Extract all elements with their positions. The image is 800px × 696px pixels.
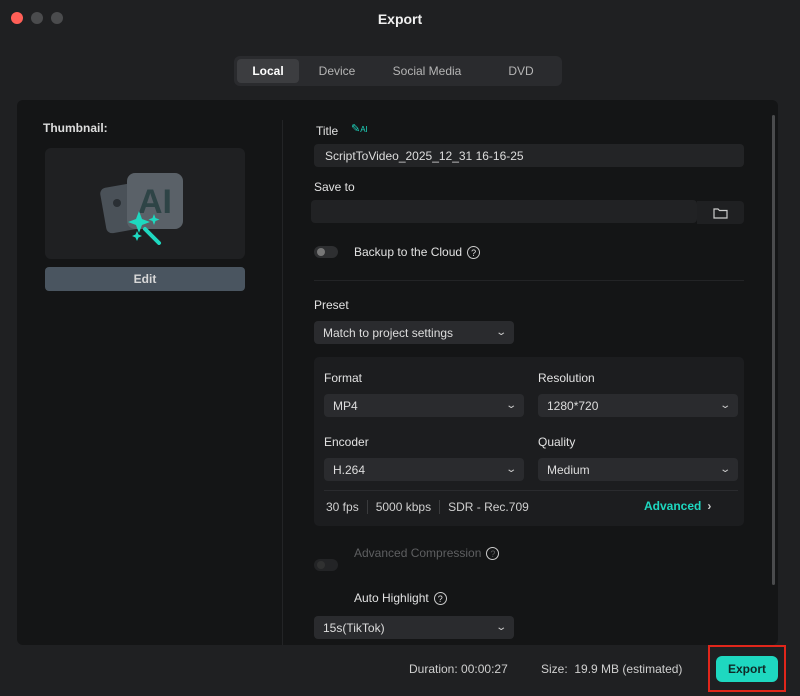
chevron-down-icon: ⌄ bbox=[494, 622, 507, 633]
resolution-value: 1280*720 bbox=[547, 398, 599, 413]
divider bbox=[314, 280, 744, 281]
chevron-down-icon: ⌄ bbox=[504, 400, 517, 411]
format-label: Format bbox=[324, 371, 363, 385]
size-note: (estimated) bbox=[622, 662, 683, 676]
encoder-value: H.264 bbox=[333, 462, 366, 477]
export-summary: 30 fps 5000 kbps SDR - Rec.709 bbox=[326, 500, 529, 514]
zoom-window-button[interactable] bbox=[51, 12, 63, 24]
help-icon[interactable]: ? bbox=[486, 547, 500, 561]
format-settings-box: Format MP4 ⌄ Resolution 1280*720 ⌄ Encoder… bbox=[314, 357, 744, 526]
window-title: Export bbox=[377, 11, 423, 27]
export-button[interactable]: Export bbox=[716, 656, 778, 682]
chevron-down-icon: ⌄ bbox=[718, 400, 731, 411]
preset-value: Match to project settings bbox=[323, 325, 454, 340]
encoder-label: Encoder bbox=[324, 435, 369, 449]
chevron-right-icon: › bbox=[707, 499, 712, 513]
duration-label: Duration: bbox=[409, 662, 458, 676]
size-info: Size: 19.9 MB (estimated) bbox=[541, 662, 682, 676]
encoder-dropdown[interactable]: H.264 ⌄ bbox=[324, 458, 524, 481]
minimize-window-button[interactable] bbox=[31, 12, 43, 24]
ai-title-button[interactable]: ✎AI bbox=[351, 122, 368, 135]
chevron-down-icon: ⌄ bbox=[494, 327, 507, 338]
size-value: 19.9 MB bbox=[574, 662, 620, 676]
thumbnail-label: Thumbnail: bbox=[43, 121, 108, 135]
export-settings-panel: Thumbnail: AI Edit Title ✎AI ScriptToVid… bbox=[17, 100, 778, 645]
help-icon[interactable]: ? bbox=[467, 246, 481, 260]
chevron-down-icon: ⌄ bbox=[718, 464, 731, 475]
preset-dropdown[interactable]: Match to project settings ⌄ bbox=[314, 321, 514, 344]
title-label: Title bbox=[316, 124, 339, 138]
export-tabs: Local Device Social Media DVD bbox=[234, 56, 562, 86]
tab-device[interactable]: Device bbox=[318, 64, 356, 78]
edit-thumbnail-button[interactable]: Edit bbox=[45, 267, 245, 291]
tab-local[interactable]: Local bbox=[237, 59, 299, 83]
backup-cloud-label: Backup to the Cloud bbox=[354, 245, 463, 259]
thumbnail-preview[interactable]: AI bbox=[45, 148, 245, 259]
chevron-down-icon: ⌄ bbox=[504, 464, 517, 475]
format-dropdown[interactable]: MP4 ⌄ bbox=[324, 394, 524, 417]
size-label: Size: bbox=[541, 662, 568, 676]
scrollbar[interactable] bbox=[772, 115, 775, 585]
duration-value: 00:00:27 bbox=[461, 662, 508, 676]
quality-dropdown[interactable]: Medium ⌄ bbox=[538, 458, 738, 481]
advanced-compression-row: Advanced Compression? bbox=[354, 546, 500, 561]
svg-text:AI: AI bbox=[138, 183, 172, 221]
highlight-box bbox=[708, 645, 786, 692]
fps-value: 30 fps bbox=[326, 500, 368, 514]
divider bbox=[324, 490, 738, 491]
advanced-compression-label: Advanced Compression bbox=[354, 546, 482, 560]
advanced-compression-toggle[interactable] bbox=[314, 559, 338, 571]
color-space-value: SDR - Rec.709 bbox=[448, 500, 529, 514]
close-window-button[interactable] bbox=[11, 12, 23, 24]
advanced-settings-link[interactable]: Advanced › bbox=[644, 499, 711, 513]
duration-info: Duration: 00:00:27 bbox=[409, 662, 508, 676]
browse-folder-button[interactable] bbox=[697, 201, 744, 224]
auto-highlight-label: Auto Highlight bbox=[354, 591, 429, 605]
ai-badge: AI bbox=[360, 125, 368, 134]
ai-image-magic-icon: AI bbox=[100, 173, 183, 245]
backup-cloud-toggle[interactable] bbox=[314, 246, 338, 258]
backup-cloud-row: Backup to the Cloud? bbox=[354, 245, 481, 260]
bitrate-value: 5000 kbps bbox=[368, 500, 441, 514]
help-icon[interactable]: ? bbox=[433, 592, 447, 606]
save-path-input[interactable] bbox=[311, 200, 697, 223]
pen-icon: ✎ bbox=[351, 123, 361, 135]
column-divider bbox=[282, 120, 283, 645]
advanced-label: Advanced bbox=[644, 499, 702, 513]
resolution-dropdown[interactable]: 1280*720 ⌄ bbox=[538, 394, 738, 417]
highlight-duration-value: 15s(TikTok) bbox=[323, 620, 385, 635]
resolution-label: Resolution bbox=[538, 371, 595, 385]
folder-icon bbox=[713, 207, 728, 219]
preset-label: Preset bbox=[314, 298, 349, 312]
title-input[interactable]: ScriptToVideo_2025_12_31 16-16-25 bbox=[314, 144, 744, 167]
tab-social-media[interactable]: Social Media bbox=[392, 64, 462, 78]
tab-dvd[interactable]: DVD bbox=[508, 64, 534, 78]
save-to-label: Save to bbox=[314, 180, 355, 194]
quality-value: Medium bbox=[547, 462, 590, 477]
quality-label: Quality bbox=[538, 435, 576, 449]
highlight-duration-dropdown[interactable]: 15s(TikTok) ⌄ bbox=[314, 616, 514, 639]
auto-highlight-row: Auto Highlight? bbox=[354, 591, 447, 606]
format-value: MP4 bbox=[333, 398, 358, 413]
